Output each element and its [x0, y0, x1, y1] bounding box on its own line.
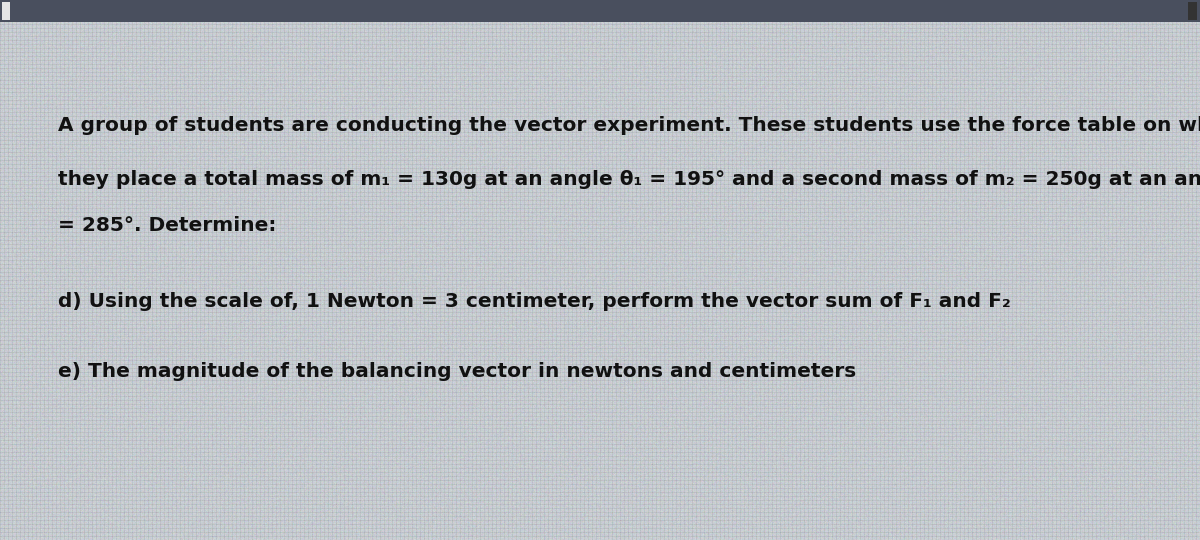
Text: d) Using the scale of, 1 Newton = 3 centimeter, perform the vector sum of F₁ and: d) Using the scale of, 1 Newton = 3 cent… [58, 292, 1010, 310]
Text: A group of students are conducting the vector experiment. These students use the: A group of students are conducting the v… [58, 116, 1200, 135]
Text: = 285°. Determine:: = 285°. Determine: [58, 216, 276, 235]
Text: they place a total mass of m₁ = 130g at an angle θ₁ = 195° and a second mass of : they place a total mass of m₁ = 130g at … [58, 170, 1200, 189]
Text: e) The magnitude of the balancing vector in newtons and centimeters: e) The magnitude of the balancing vector… [58, 362, 856, 381]
